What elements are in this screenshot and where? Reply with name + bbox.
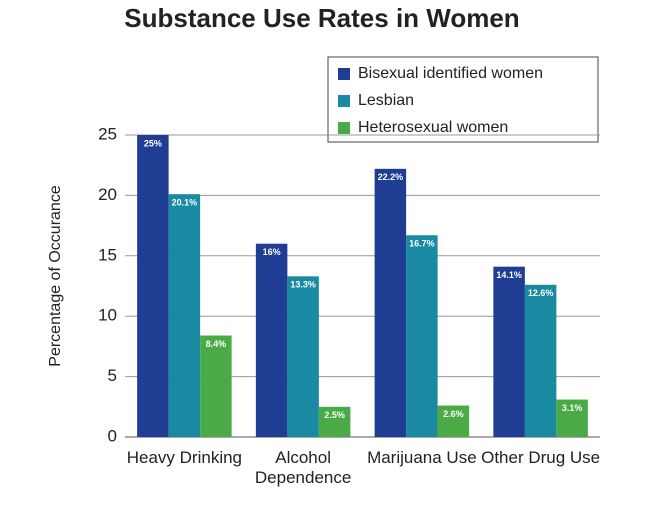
bar <box>406 235 438 437</box>
data-label: 12.6% <box>528 288 554 298</box>
y-tick-label: 25 <box>98 124 117 143</box>
bar <box>437 405 470 437</box>
bar <box>200 335 232 437</box>
legend-label: Bisexual identified women <box>358 65 543 82</box>
data-label: 3.1% <box>562 403 583 413</box>
bar <box>255 243 288 437</box>
x-tick-label: Heavy Drinking <box>126 448 242 467</box>
y-tick-label: 10 <box>98 306 117 325</box>
legend-swatch <box>338 68 350 80</box>
y-tick-label: 20 <box>98 185 117 204</box>
legend-swatch <box>338 122 350 134</box>
legend-label: Lesbian <box>358 92 414 109</box>
bar <box>137 135 169 437</box>
y-tick-label: 15 <box>98 245 117 264</box>
data-label: 25% <box>144 138 162 148</box>
bar <box>168 194 201 437</box>
bar <box>556 399 588 437</box>
y-axis-label: Percentage of Occurance <box>47 185 64 367</box>
bar <box>374 168 407 437</box>
data-label: 14.1% <box>496 270 522 280</box>
legend-swatch <box>338 95 350 107</box>
bar <box>524 284 557 437</box>
x-tick-label: Marijuana Use <box>367 448 477 467</box>
data-label: 13.3% <box>290 280 316 290</box>
data-label: 2.5% <box>324 410 345 420</box>
y-tick-label: 5 <box>108 366 117 385</box>
y-tick-label: 0 <box>108 426 117 445</box>
data-label: 2.6% <box>443 409 464 419</box>
bar <box>493 266 525 437</box>
x-tick-label: Other Drug Use <box>481 448 601 467</box>
data-label: 8.4% <box>206 339 227 349</box>
bar <box>287 276 319 437</box>
data-label: 16.7% <box>409 239 435 249</box>
data-label: 16% <box>263 247 281 257</box>
x-tick-label: Alcohol Dependence <box>254 448 352 487</box>
legend-label: Heterosexual women <box>358 119 508 136</box>
data-label: 22.2% <box>378 172 404 182</box>
bar <box>318 406 351 437</box>
legend-box <box>327 56 599 143</box>
data-label: 20.1% <box>172 198 198 208</box>
chart-title: Substance Use Rates in Women <box>124 3 519 33</box>
